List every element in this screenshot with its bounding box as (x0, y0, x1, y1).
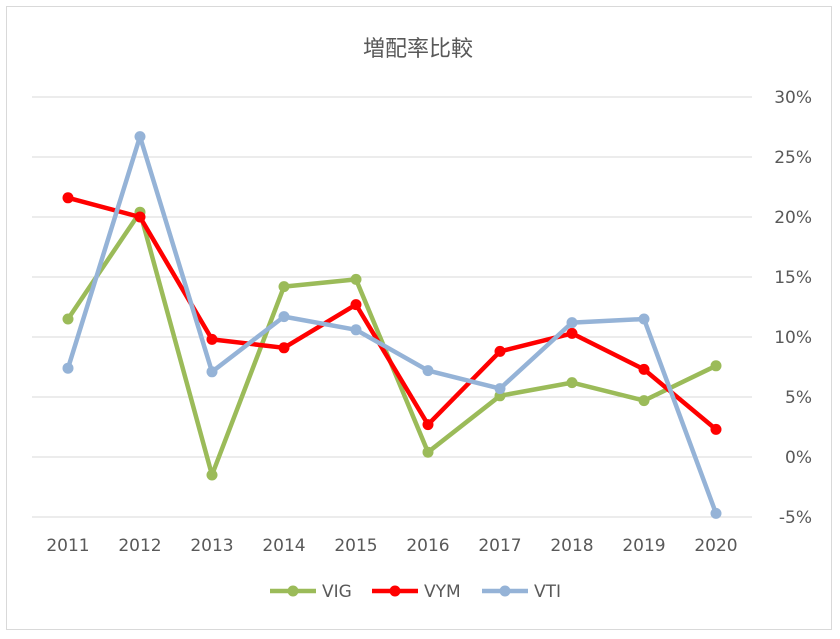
legend-item-vym: VYM (372, 582, 461, 602)
series-vti (62, 131, 722, 519)
legend-item-vig: VIG (270, 582, 352, 602)
legend: VIG VYM VTI (270, 582, 561, 602)
legend-label-vig: VIG (322, 582, 352, 602)
legend-label-vym: VYM (424, 582, 461, 602)
data-point-vti (62, 362, 74, 374)
legend-marker-vig (287, 585, 299, 597)
x-tick-label: 2019 (622, 536, 665, 556)
x-tick-label: 2018 (550, 536, 593, 556)
y-tick-label: 5% (785, 388, 812, 408)
x-tick-label: 2015 (334, 536, 377, 556)
data-point-vig (206, 469, 218, 481)
data-point-vti (710, 507, 722, 519)
data-point-vym (494, 345, 506, 357)
data-point-vig (638, 395, 650, 407)
x-tick-label: 2017 (478, 536, 521, 556)
series-line-vym (65, 195, 719, 432)
data-point-vym (350, 299, 362, 311)
data-point-vig (350, 273, 362, 285)
legend-marker-vti (499, 585, 511, 597)
data-point-vym (422, 419, 434, 431)
data-point-vti (566, 317, 578, 329)
chart-frame (6, 6, 832, 630)
data-point-vti (638, 313, 650, 325)
data-point-vym (206, 333, 218, 345)
x-tick-label: 2012 (118, 536, 161, 556)
data-point-vym (710, 423, 722, 435)
y-tick-label: 20% (774, 208, 812, 228)
series-line-vti (65, 134, 719, 516)
chart-title: 増配率比較 (363, 37, 473, 62)
y-tick-label: 25% (774, 148, 812, 168)
x-tick-label: 2013 (190, 536, 233, 556)
data-point-vym (134, 211, 146, 223)
data-point-vig (62, 313, 74, 325)
series-vym (62, 192, 722, 435)
legend-marker-vym (389, 585, 401, 597)
data-point-vym (638, 363, 650, 375)
y-tick-label: 30% (774, 88, 812, 108)
data-point-vti (422, 365, 434, 377)
series-line-vig (65, 209, 719, 478)
series-layer (62, 131, 722, 519)
legend-item-vti: VTI (482, 582, 561, 602)
y-tick-label: 0% (785, 448, 812, 468)
data-point-vig (278, 281, 290, 293)
y-axis-tick-labels: -5% 0% 5% 10% 15% 20% 25% 30% (774, 88, 812, 528)
y-tick-label: 15% (774, 268, 812, 288)
data-point-vti (350, 324, 362, 336)
y-tick-label: -5% (779, 508, 812, 528)
data-point-vti (494, 383, 506, 395)
data-point-vti (206, 366, 218, 378)
x-axis-tick-labels: 2011 2012 2013 2014 2015 2016 2017 2018 2019 2020 (46, 536, 737, 556)
data-point-vti (134, 131, 146, 143)
x-tick-label: 2020 (694, 536, 737, 556)
x-tick-label: 2014 (262, 536, 305, 556)
x-tick-label: 2011 (46, 536, 89, 556)
data-point-vig (710, 360, 722, 372)
x-tick-label: 2016 (406, 536, 449, 556)
data-point-vig (422, 446, 434, 458)
data-point-vti (278, 311, 290, 323)
legend-label-vti: VTI (534, 582, 561, 602)
series-vig (62, 206, 722, 481)
data-point-vym (278, 342, 290, 354)
data-point-vig (566, 377, 578, 389)
gridlines (32, 96, 752, 518)
data-point-vym (566, 327, 578, 339)
data-point-vym (62, 192, 74, 204)
y-tick-label: 10% (774, 328, 812, 348)
